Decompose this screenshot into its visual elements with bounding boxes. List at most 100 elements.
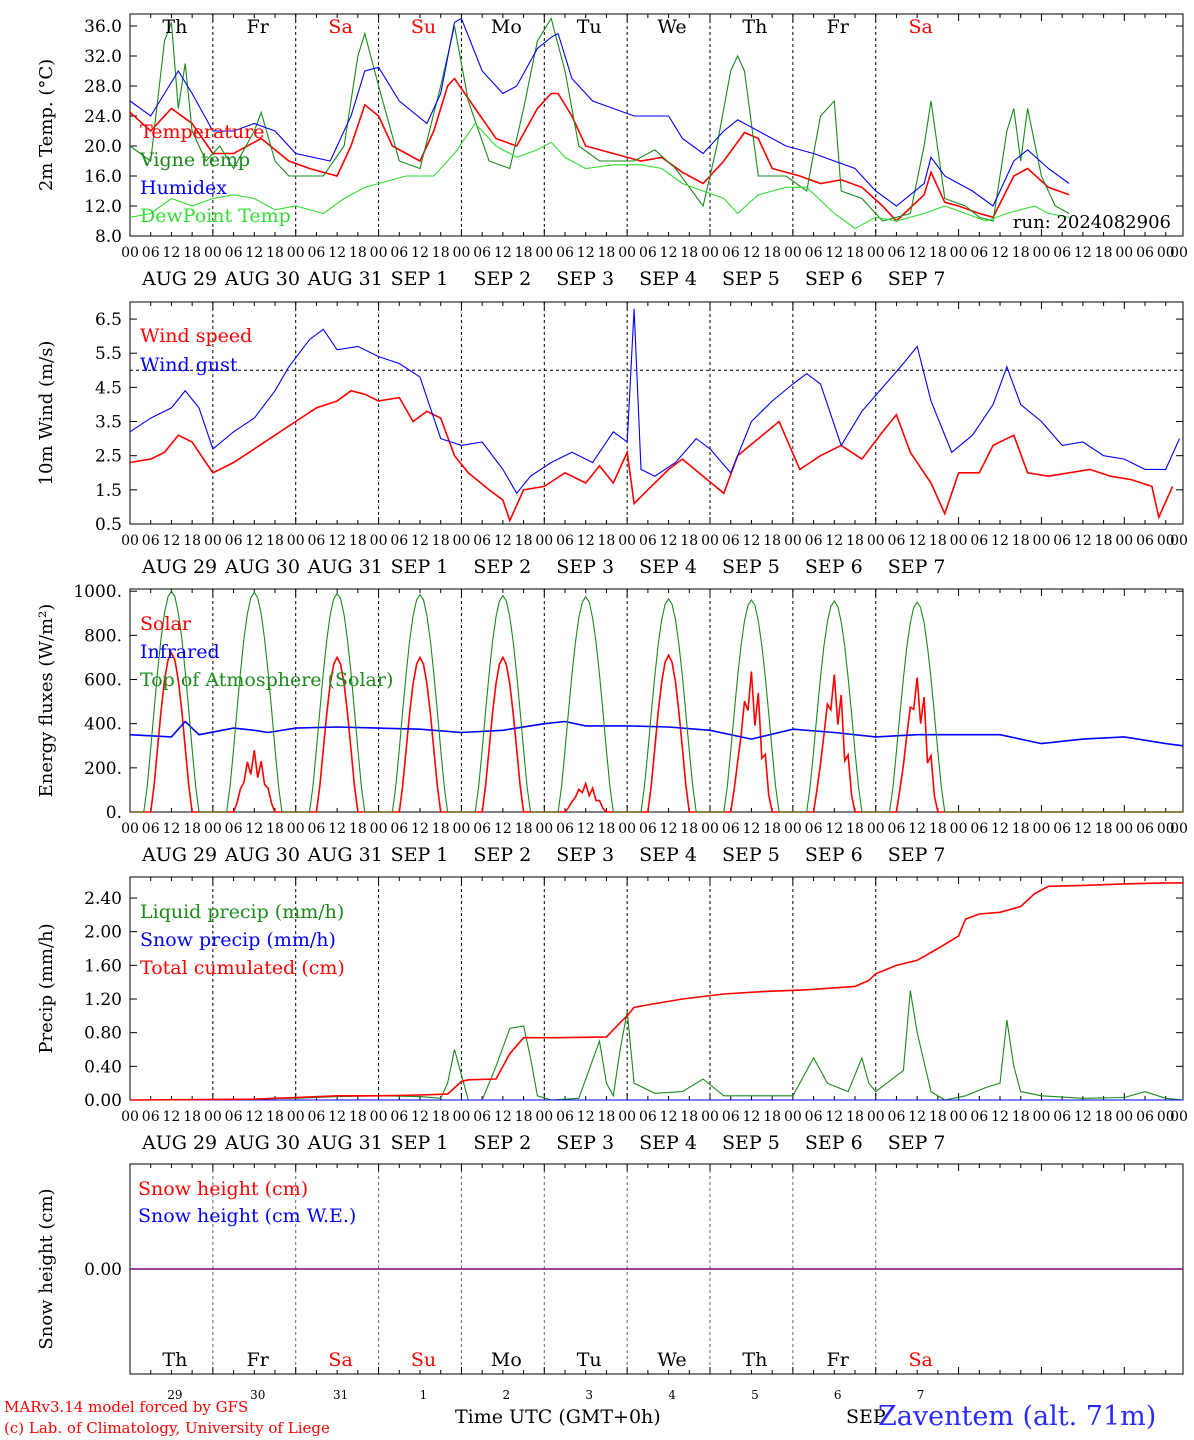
y-tick-label: 36.0 — [84, 17, 122, 37]
chart-panel-3: 1000. 800. 600. 400. 200. 0. Energy fluxes (W/… — [36, 582, 1188, 866]
date-label: SEP 2 — [473, 268, 531, 290]
weekday-label: Sa — [908, 16, 932, 38]
weekday-label: We — [657, 1349, 686, 1371]
hour-label: 18 — [846, 245, 864, 261]
hour-label: 12 — [577, 1109, 595, 1125]
series-infrared-line — [129, 720, 1184, 747]
date-label: SEP 5 — [722, 1132, 780, 1154]
weekday-label: Su — [411, 1349, 436, 1371]
hour-label: 18 — [929, 533, 947, 549]
hour-label: 12 — [328, 533, 346, 549]
hour-label: 12 — [908, 1109, 926, 1125]
hour-label: 00 — [701, 1109, 719, 1125]
hour-label: 18 — [846, 821, 864, 837]
date-label: SEP 3 — [556, 1132, 614, 1154]
weekday-label: Th — [162, 16, 187, 38]
y-tick-label: 5.5 — [95, 344, 122, 364]
hour-label: 12 — [245, 533, 263, 549]
hour-label: 18 — [1095, 821, 1113, 837]
hour-label: 18 — [598, 821, 616, 837]
legend-solar: Solar — [140, 613, 192, 635]
hour-label: 00 — [1033, 245, 1051, 261]
y-tick-label: 1000. — [73, 582, 122, 602]
hour-label: 06 — [142, 821, 160, 837]
legend-vigne-temp: Vigne temp — [139, 149, 250, 171]
y-axis-label: 10m Wind (m/s) — [36, 341, 57, 486]
hour-label: 06 — [970, 821, 988, 837]
series-temperature-line — [129, 77, 1070, 223]
date-label: SEP 3 — [556, 844, 614, 866]
y-tick-label: 0.5 — [95, 515, 122, 535]
hour-label: 12 — [163, 821, 181, 837]
hour-label: 06 — [142, 245, 160, 261]
date-label: SEP 1 — [391, 844, 449, 866]
hour-label: 12 — [660, 533, 678, 549]
y-tick-label: 3.5 — [95, 413, 122, 433]
y-tick-label: 4.5 — [95, 378, 122, 398]
hour-label: 00 — [784, 1109, 802, 1125]
y-tick-label: 12.0 — [84, 197, 122, 217]
hour-label: 12 — [494, 821, 512, 837]
hour-label: 06 — [308, 821, 326, 837]
date-label: SEP 4 — [639, 556, 697, 578]
hour-label: 06 — [639, 533, 657, 549]
hour-label: 00 — [453, 245, 471, 261]
date-label: SEP 2 — [473, 844, 531, 866]
legend-humidex: Humidex — [140, 177, 227, 199]
hour-label: 12 — [991, 1109, 1009, 1125]
hour-label: 12 — [328, 245, 346, 261]
chart-panel-1: 36.0 32.0 28.0 24.0 20.0 16.0 12.0 8.0 2m Temp. … — [36, 13, 1188, 290]
y-tick-label: 0.00 — [84, 1260, 122, 1280]
date-label: SEP 6 — [805, 268, 863, 290]
date-label: AUG 29 — [141, 1132, 217, 1154]
hour-label: 06 — [473, 821, 491, 837]
hour-label: 12 — [494, 533, 512, 549]
date-label: AUG 29 — [141, 556, 217, 578]
hour-label: 18 — [266, 245, 284, 261]
hour-label: 12 — [660, 821, 678, 837]
hour-label: 18 — [846, 1109, 864, 1125]
hour-label: 12 — [1074, 821, 1092, 837]
hour-label: 00 — [453, 821, 471, 837]
hour-label: 00 — [618, 533, 636, 549]
hour-label: 06 — [390, 245, 408, 261]
hour-label: 12 — [411, 533, 429, 549]
hour-label: 18 — [680, 245, 698, 261]
hour-label: 06 — [225, 245, 243, 261]
legend-infrared: Infrared — [140, 641, 220, 663]
y-tick-label: 8.0 — [95, 227, 122, 247]
series-dewpoint-temp-line — [129, 122, 1070, 230]
y-tick-label: 600. — [84, 671, 122, 691]
hour-label: 18 — [432, 821, 450, 837]
hour-label: 12 — [743, 821, 761, 837]
hour-label: 00 — [287, 533, 305, 549]
hour-label: 06 — [805, 533, 823, 549]
hour-label: 06 — [722, 821, 740, 837]
date-label: AUG 30 — [224, 844, 300, 866]
date-label: SEP 3 — [556, 268, 614, 290]
y-axis-label: Precip (mm/h) — [36, 923, 57, 1053]
hour-label: 06 — [308, 1109, 326, 1125]
y-tick-label: 28.0 — [84, 77, 122, 97]
hour-label: 12 — [577, 821, 595, 837]
hour-label: 18 — [929, 245, 947, 261]
series-wind-gust-line — [129, 308, 1181, 495]
hour-label: 12 — [577, 533, 595, 549]
hour-label: 18 — [680, 821, 698, 837]
legend-temperature: Temperature — [140, 121, 264, 143]
weekday-label: Fr — [827, 1349, 850, 1371]
hour-label: 06 — [556, 821, 574, 837]
date-label: AUG 29 — [141, 844, 217, 866]
hour-label: 18 — [763, 533, 781, 549]
date-label: AUG 30 — [224, 1132, 300, 1154]
date-label: SEP 2 — [473, 1132, 531, 1154]
hour-label: 06 — [970, 245, 988, 261]
hour-label: 18 — [432, 1109, 450, 1125]
date-label: SEP 7 — [888, 1132, 946, 1154]
hour-label: 12 — [245, 1109, 263, 1125]
hour-label: 12 — [825, 245, 843, 261]
hour-label: 06 — [556, 1109, 574, 1125]
hour-label: 06 — [390, 1109, 408, 1125]
hour-label: 06 — [1136, 245, 1154, 261]
